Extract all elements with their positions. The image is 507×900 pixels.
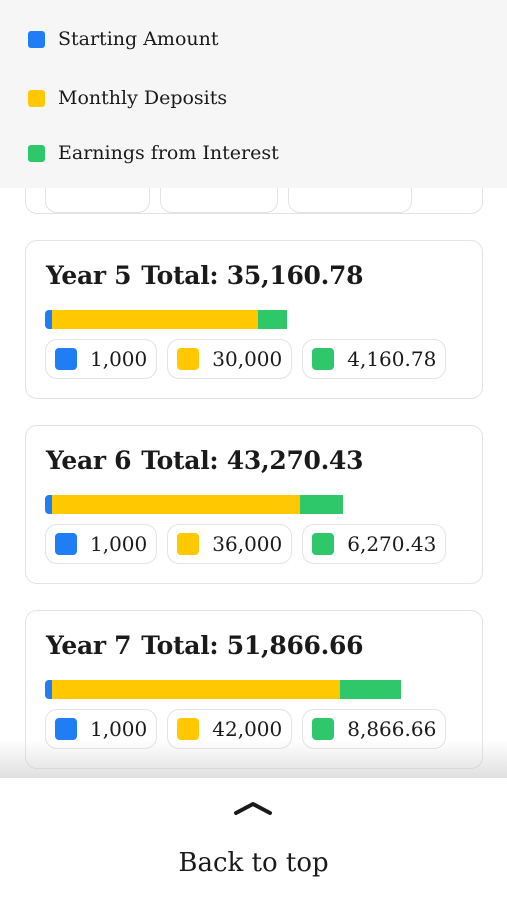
deposits-color-swatch (177, 348, 200, 370)
back-to-top-button[interactable]: Back to top (178, 848, 329, 878)
chevron-up-icon[interactable] (233, 800, 273, 816)
stacked-bar (45, 310, 287, 329)
stacked-bar (45, 680, 401, 699)
card-title: Year 7 Total: 51,866.66 (46, 631, 364, 660)
starting-amount-value: 1,000 (90, 532, 148, 556)
deposits-color-swatch (177, 533, 200, 555)
bar-starting-segment (45, 495, 52, 514)
starting-amount-chip: 1,000 (45, 524, 158, 564)
interest-value: 4,160.78 (347, 347, 437, 371)
legend-interest-label: Earnings from Interest (58, 142, 279, 164)
starting-amount-value: 1,000 (90, 347, 148, 371)
total-label: Total: (141, 261, 219, 290)
interest-chip: 4,160.78 (302, 339, 447, 379)
year-card: Year 6 Total: 43,270.43 1,000 36,000 6,27… (25, 425, 483, 584)
starting-amount-chip: 1,000 (45, 339, 158, 379)
starting-color-swatch (55, 718, 77, 740)
monthly-deposits-value: 42,000 (212, 717, 283, 741)
bar-interest-segment (340, 680, 401, 699)
starting-color-swatch (55, 533, 77, 555)
deposits-color-swatch (177, 718, 200, 740)
total-value: 43,270.43 (226, 446, 364, 475)
stacked-bar (45, 495, 343, 514)
monthly-deposits-chip: 30,000 (167, 339, 293, 379)
footer (0, 778, 507, 900)
bar-starting-segment (45, 680, 52, 699)
legend-deposits-swatch (28, 89, 45, 107)
total-label: Total: (141, 631, 219, 660)
scroll-fade (0, 740, 507, 780)
total-value: 35,160.78 (226, 261, 364, 290)
chip-row: 1,000 30,000 4,160.78 (45, 339, 447, 379)
card-title: Year 5 Total: 35,160.78 (46, 261, 364, 290)
bar-deposits-segment (51, 310, 259, 329)
interest-color-swatch (312, 533, 335, 555)
year-card: Year 5 Total: 35,160.78 1,000 30,000 4,16… (25, 240, 483, 399)
total-value: 51,866.66 (226, 631, 364, 660)
legend: Starting Amount Monthly Deposits Earning… (0, 0, 507, 188)
bar-deposits-segment (51, 495, 300, 514)
card-title: Year 6 Total: 43,270.43 (46, 446, 364, 475)
legend-item-deposits: Monthly Deposits (28, 87, 227, 109)
legend-deposits-label: Monthly Deposits (58, 87, 228, 109)
legend-starting-label: Starting Amount (58, 28, 219, 50)
interest-value: 8,866.66 (347, 717, 437, 741)
legend-interest-swatch (28, 144, 45, 162)
bar-deposits-segment (51, 680, 341, 699)
year-label: Year 6 (46, 446, 132, 475)
year-label: Year 7 (46, 631, 132, 660)
total-label: Total: (141, 446, 219, 475)
legend-item-interest: Earnings from Interest (28, 142, 279, 164)
interest-color-swatch (312, 348, 335, 370)
monthly-deposits-value: 36,000 (212, 532, 283, 556)
starting-amount-value: 1,000 (90, 717, 148, 741)
interest-chip: 6,270.43 (302, 524, 447, 564)
legend-item-starting: Starting Amount (28, 28, 219, 50)
monthly-deposits-value: 30,000 (212, 347, 283, 371)
bar-interest-segment (258, 310, 287, 329)
results-list[interactable]: Year 5 Total: 35,160.78 1,000 30,000 4,16… (0, 0, 507, 780)
legend-starting-swatch (28, 30, 45, 48)
interest-color-swatch (312, 718, 335, 740)
starting-color-swatch (55, 348, 77, 370)
year-label: Year 5 (46, 261, 132, 290)
monthly-deposits-chip: 36,000 (167, 524, 293, 564)
interest-value: 6,270.43 (347, 532, 437, 556)
bar-starting-segment (45, 310, 52, 329)
bar-interest-segment (299, 495, 343, 514)
chip-row: 1,000 36,000 6,270.43 (45, 524, 447, 564)
